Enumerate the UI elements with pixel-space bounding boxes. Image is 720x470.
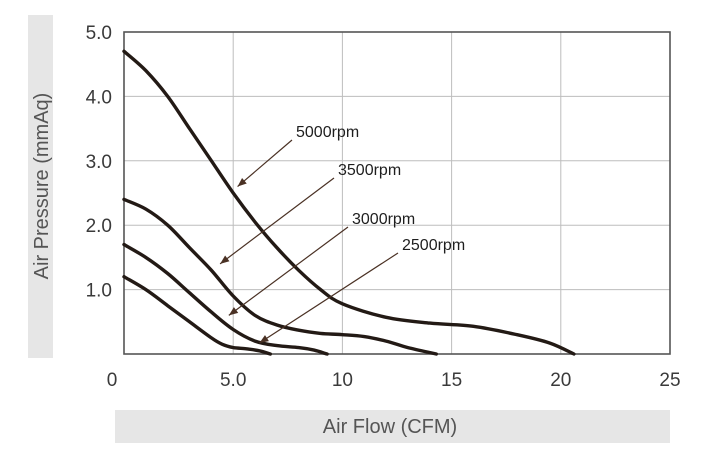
label-5000rpm: 5000rpm	[296, 124, 359, 141]
arrow-head-3000rpm	[228, 307, 239, 316]
x-tick-label-0: 0	[107, 370, 118, 391]
x-axis-title: Air Flow (CFM)	[323, 416, 457, 438]
y-tick-label-2-0: 2.0	[86, 216, 112, 237]
curve-3000rpm	[122, 242, 329, 356]
arrow-head-3500rpm	[220, 255, 230, 264]
x-tick-label-10: 10	[332, 370, 353, 391]
y-tick-label-1-0: 1.0	[86, 281, 112, 302]
label-3000rpm: 3000rpm	[352, 211, 415, 228]
label-2500rpm: 2500rpm	[402, 237, 465, 254]
x-axis-title-band	[115, 410, 670, 443]
y-axis-title: Air Pressure (mmAq)	[31, 93, 53, 280]
x-tick-labels: 0 5.0 10 15 20 25	[107, 370, 681, 391]
curve-5000rpm	[122, 49, 576, 356]
arrow-head-5000rpm	[237, 177, 247, 187]
curve-3500rpm	[122, 197, 438, 356]
grid	[124, 32, 670, 354]
arrows	[219, 139, 399, 344]
x-tick-label-25: 25	[659, 370, 680, 391]
x-tick-label-5-0: 5.0	[220, 370, 246, 391]
arrow-line-5000rpm	[237, 139, 293, 188]
y-tick-label-3-0: 3.0	[86, 152, 112, 173]
arrow-line-3000rpm	[228, 226, 349, 316]
y-tick-label-4-0: 4.0	[86, 87, 112, 108]
arrow-line-3500rpm	[219, 177, 335, 265]
plot-frame	[123, 31, 671, 355]
y-axis-title-band	[28, 15, 53, 358]
curves	[122, 49, 576, 356]
curve-labels: 5000rpm 3500rpm 3000rpm 2500rpm	[296, 124, 465, 254]
y-tick-label-5-0: 5.0	[86, 23, 112, 44]
x-tick-label-20: 20	[550, 370, 571, 391]
x-tick-label-15: 15	[441, 370, 462, 391]
arrow-head-2500rpm	[259, 335, 269, 344]
curve-2500rpm	[122, 275, 272, 356]
y-tick-labels: 1.0 2.0 3.0 4.0 5.0	[86, 23, 112, 302]
arrow-line-2500rpm	[259, 252, 399, 344]
label-3500rpm: 3500rpm	[338, 162, 401, 179]
